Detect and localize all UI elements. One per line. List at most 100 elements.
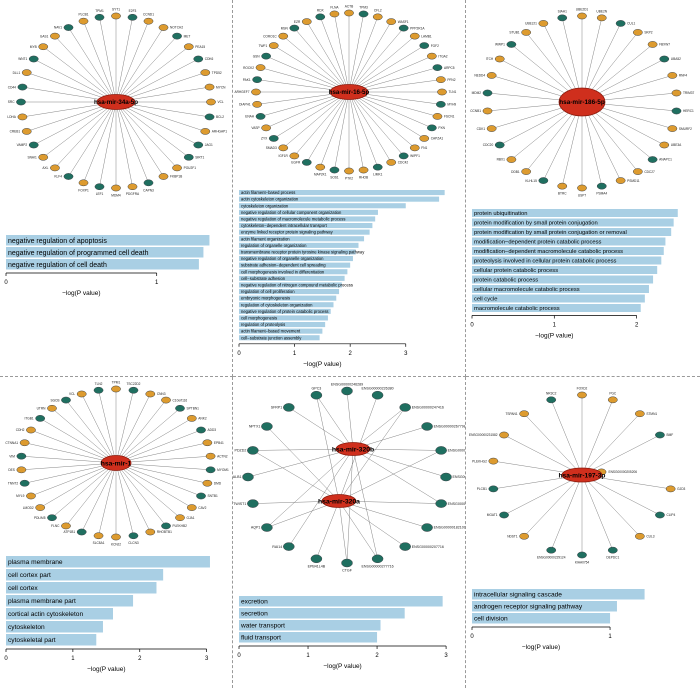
bar (239, 335, 320, 341)
edge (503, 434, 583, 476)
gene-label: CLCN3 (128, 541, 139, 545)
bar-label: embryonic morphogenesis (241, 296, 290, 301)
tick-label: 0 (470, 323, 474, 329)
gene-node (521, 29, 532, 36)
gene-label: MSN (281, 26, 289, 30)
gene-node (386, 159, 397, 166)
gene-label: PLCB1 (78, 13, 88, 17)
gene-node (538, 20, 549, 27)
axis-title: −log(P value) (62, 290, 100, 297)
gene-node (143, 17, 154, 25)
gene-label: TPM1 (95, 9, 104, 13)
gene-node (344, 9, 354, 17)
gene-node (261, 523, 273, 532)
gene-label: ZYX (261, 137, 268, 141)
mirna-hub (558, 87, 606, 117)
gene-node (329, 166, 340, 174)
gene-label: FLNC (51, 524, 60, 528)
gene-label: STUB1 (509, 31, 520, 35)
edge (551, 399, 583, 476)
gene-label: ENAH (245, 115, 255, 119)
gene-node (175, 514, 185, 522)
gene-node (93, 532, 104, 540)
gene-node (655, 431, 665, 439)
bar (472, 228, 672, 236)
gene-node (21, 128, 32, 135)
edge (115, 462, 167, 527)
bar-label: negative regulation of programmed cell d… (8, 250, 149, 257)
gene-label: UBE2D1 (576, 8, 589, 12)
bar-label: enzyme linked receptor protein signaling… (241, 230, 334, 235)
bar (6, 556, 210, 568)
gene-label: UBA52 (671, 57, 681, 61)
gene-label: SLC8A1 (93, 541, 105, 545)
gene-label: CUL1 (627, 22, 635, 26)
gene-node (341, 558, 353, 568)
bar (472, 218, 674, 227)
gene-label: ARPC5 (444, 66, 455, 70)
edge (65, 399, 117, 464)
gene-label: LIMK1 (373, 173, 382, 177)
edge (338, 450, 442, 502)
gene-node (183, 43, 194, 51)
gene-node (488, 485, 499, 493)
edge (54, 101, 117, 169)
gene-label: ENSG00000205206 (608, 470, 637, 474)
bar-label: regulation of cell proliferation (241, 289, 295, 294)
gene-label: PSMD11 (627, 179, 640, 183)
edge (115, 429, 202, 464)
bar (6, 634, 97, 646)
gene-node (437, 88, 447, 96)
gene-node (161, 522, 171, 530)
bar-label: modification−dependent macromolecule cat… (474, 249, 623, 255)
gene-node (78, 17, 89, 25)
bar-label: substrate adhesion−dependent cell spread… (241, 263, 326, 268)
tick-label: 0 (4, 280, 8, 286)
gene-node (371, 390, 384, 400)
gene-node (247, 446, 259, 455)
edge (40, 418, 117, 464)
edge (348, 27, 404, 93)
gene-node (519, 532, 529, 540)
gene-node (499, 511, 509, 519)
gene-node (50, 164, 60, 172)
axis-title: −log(P value) (323, 663, 361, 670)
panel-hsa-mir-16-5p: ACTB TPM3 CFL2 WASF1 PPP2R1A LAMB1 FGF2 ITGA2 AR… (233, 0, 466, 377)
edge (115, 390, 134, 464)
gene-node (577, 391, 587, 399)
bar (239, 308, 331, 314)
gene-node (538, 177, 549, 184)
gene-label: STMN1 (646, 412, 657, 416)
mirna-hub (561, 467, 603, 483)
gene-node (172, 164, 182, 172)
bar (6, 621, 103, 633)
gene-node (93, 386, 104, 394)
gene-node (635, 532, 645, 540)
gene-label: FLNA (330, 5, 339, 9)
gene-label: CTGF (342, 569, 353, 573)
bar (472, 237, 666, 246)
bar-label: macromolecule catabolic process (474, 306, 560, 312)
gene-label: CNN3 (157, 392, 166, 396)
gene-node (427, 52, 437, 60)
gene-node (310, 554, 323, 564)
bar-label: excretion (241, 599, 268, 606)
gene-node (111, 12, 121, 20)
edge (348, 35, 415, 93)
gene-node (35, 415, 46, 422)
gene-label: FN1 (421, 146, 427, 150)
gene-label: WIPF1 (410, 154, 420, 158)
gene-node (521, 168, 532, 175)
edge (348, 13, 364, 93)
bar-label: actin filament organization (241, 236, 290, 241)
edge (81, 462, 117, 533)
edge (115, 101, 133, 187)
bar (239, 255, 353, 262)
bar-label: protein catabolic process (474, 278, 538, 284)
gene-label: TPM1 (112, 381, 121, 385)
gene-node (200, 128, 211, 135)
gene-label: EZR (294, 20, 301, 24)
gene-node (50, 32, 60, 40)
